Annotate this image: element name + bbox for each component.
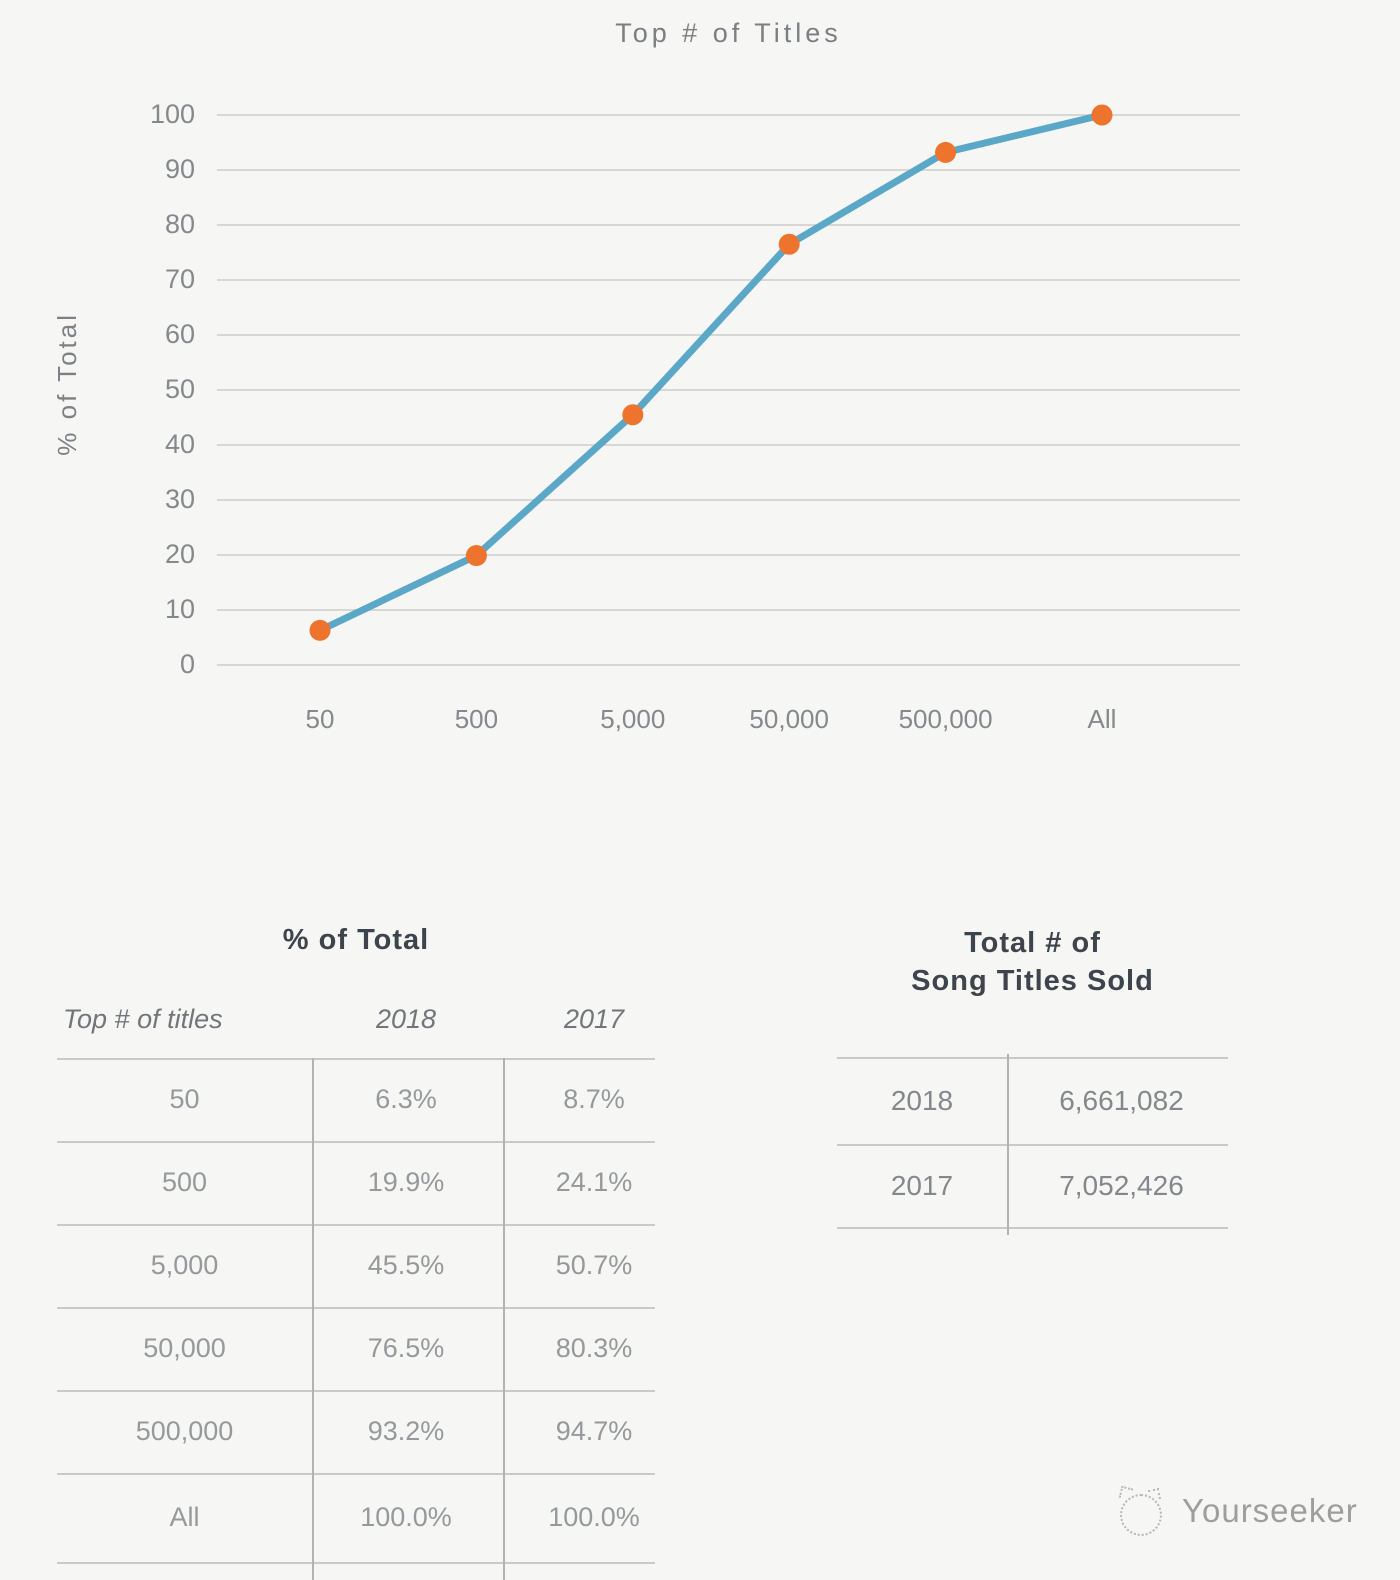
- y-tick-label: 10: [164, 594, 195, 624]
- chart-title: Top # of Titles: [615, 18, 842, 48]
- y-tick-label: 0: [179, 649, 195, 679]
- data-point-marker: [465, 545, 487, 567]
- total-titles-sold-table: Total # of Song Titles Sold 2018 6,661,0…: [837, 922, 1228, 1242]
- table-rule: [57, 1224, 655, 1226]
- y-tick-label: 70: [164, 264, 195, 294]
- gridline: [217, 664, 1240, 666]
- plot-area: [217, 104, 1240, 666]
- column-header-2017: 2017: [563, 1004, 625, 1034]
- row-label: All: [169, 1502, 200, 1532]
- y-axis-ticks: 100 90 80 70 60 50 40 30 20 10 0: [120, 99, 195, 679]
- column-header-2018: 2018: [375, 1004, 437, 1034]
- value-2017: 94.7%: [555, 1416, 633, 1446]
- gridline: [217, 279, 1240, 281]
- right-table-title-line1: Total # of: [964, 927, 1101, 959]
- y-tick-label: 40: [164, 429, 195, 459]
- watermark: Yourseeker: [1112, 1486, 1382, 1546]
- series-svg: [309, 104, 1113, 641]
- left-table-header-row: Top # of titles 2018 2017: [57, 1004, 655, 1044]
- table-rule: [57, 1562, 655, 1564]
- value-2017: 80.3%: [555, 1333, 633, 1363]
- data-point-marker: [1091, 104, 1113, 126]
- row-label: 500,000: [135, 1416, 234, 1446]
- titles-sold-value: 6,661,082: [1059, 1084, 1184, 1116]
- gridline: [217, 334, 1240, 336]
- data-point-marker: [778, 233, 800, 255]
- table-rule: [837, 1057, 1228, 1059]
- data-point-marker: [309, 619, 331, 641]
- watermark-text: Yourseeker: [1182, 1492, 1358, 1529]
- x-tick-label: 5,000: [600, 704, 666, 734]
- row-label: 5,000: [150, 1250, 219, 1280]
- table-row: All 100.0% 100.0%: [57, 1473, 655, 1562]
- data-point-marker: [935, 141, 957, 163]
- value-2018: 6.3%: [375, 1084, 437, 1114]
- value-2017: 24.1%: [555, 1167, 633, 1197]
- table-row: 2018 6,661,082: [837, 1057, 1228, 1144]
- year-label: 2018: [890, 1084, 954, 1116]
- table-row: 50,000 76.5% 80.3%: [57, 1307, 655, 1390]
- y-tick-label: 30: [164, 484, 195, 514]
- table-rule-vertical: [1007, 1054, 1009, 1235]
- table-rule: [57, 1307, 655, 1309]
- gridline: [217, 169, 1240, 171]
- yourseeker-logo-icon: [1120, 1494, 1162, 1536]
- table-rule: [57, 1141, 655, 1143]
- x-tick-label: 500,000: [898, 704, 993, 734]
- row-label: 50,000: [143, 1333, 226, 1363]
- value-2018: 19.9%: [367, 1167, 445, 1197]
- gridline: [217, 389, 1240, 391]
- value-2018: 100.0%: [360, 1502, 452, 1532]
- table-row: 500 19.9% 24.1%: [57, 1141, 655, 1224]
- gridline: [217, 114, 1240, 116]
- row-label: 50: [169, 1084, 200, 1114]
- table-rule: [57, 1390, 655, 1392]
- table-row: 2017 7,052,426: [837, 1144, 1228, 1227]
- table-rule: [57, 1058, 655, 1060]
- value-2017: 100.0%: [548, 1502, 640, 1532]
- table-rule: [837, 1144, 1228, 1146]
- series-line-2018: [316, 111, 1106, 634]
- x-tick-label: 50,000: [749, 704, 829, 734]
- year-label: 2017: [890, 1169, 954, 1201]
- x-tick-label: All: [1087, 704, 1117, 734]
- gridline: [217, 554, 1240, 556]
- gridline: [217, 609, 1240, 611]
- gridline: [217, 499, 1240, 501]
- y-tick-label: 100: [149, 99, 195, 129]
- data-point-marker: [622, 404, 644, 426]
- gridline: [217, 444, 1240, 446]
- value-2017: 50.7%: [555, 1250, 633, 1280]
- value-2018: 76.5%: [367, 1333, 445, 1363]
- table-rule-vertical: [312, 1058, 314, 1580]
- y-tick-label: 60: [164, 319, 195, 349]
- table-row: 500,000 93.2% 94.7%: [57, 1390, 655, 1473]
- right-table-title: Total # of Song Titles Sold: [837, 924, 1228, 1000]
- table-row: 5,000 45.5% 50.7%: [57, 1224, 655, 1307]
- row-label: 500: [161, 1167, 208, 1197]
- y-tick-label: 90: [164, 154, 195, 184]
- y-tick-label: 20: [164, 539, 195, 569]
- value-2018: 45.5%: [367, 1250, 445, 1280]
- x-tick-label: 500: [454, 704, 499, 734]
- right-table-title-line2: Song Titles Sold: [911, 965, 1154, 997]
- left-table-title: % of Total: [282, 924, 430, 956]
- value-2017: 8.7%: [563, 1084, 625, 1114]
- y-axis-title: % of Total: [52, 312, 82, 456]
- column-header-top-titles: Top # of titles: [63, 1004, 223, 1034]
- table-rule-vertical: [503, 1058, 505, 1580]
- gridline: [217, 224, 1240, 226]
- table-rule: [57, 1473, 655, 1475]
- titles-sold-value: 7,052,426: [1059, 1169, 1184, 1201]
- x-tick-label: 50: [305, 704, 335, 734]
- percent-of-total-table: % of Total Top # of titles 2018 2017 50 …: [57, 922, 655, 1580]
- y-tick-label: 50: [164, 374, 195, 404]
- value-2018: 93.2%: [367, 1416, 445, 1446]
- table-rule: [837, 1227, 1228, 1229]
- y-tick-label: 80: [164, 209, 195, 239]
- x-axis-ticks: 50 500 5,000 50,000 500,000 All: [217, 704, 1240, 744]
- table-row: 50 6.3% 8.7%: [57, 1058, 655, 1141]
